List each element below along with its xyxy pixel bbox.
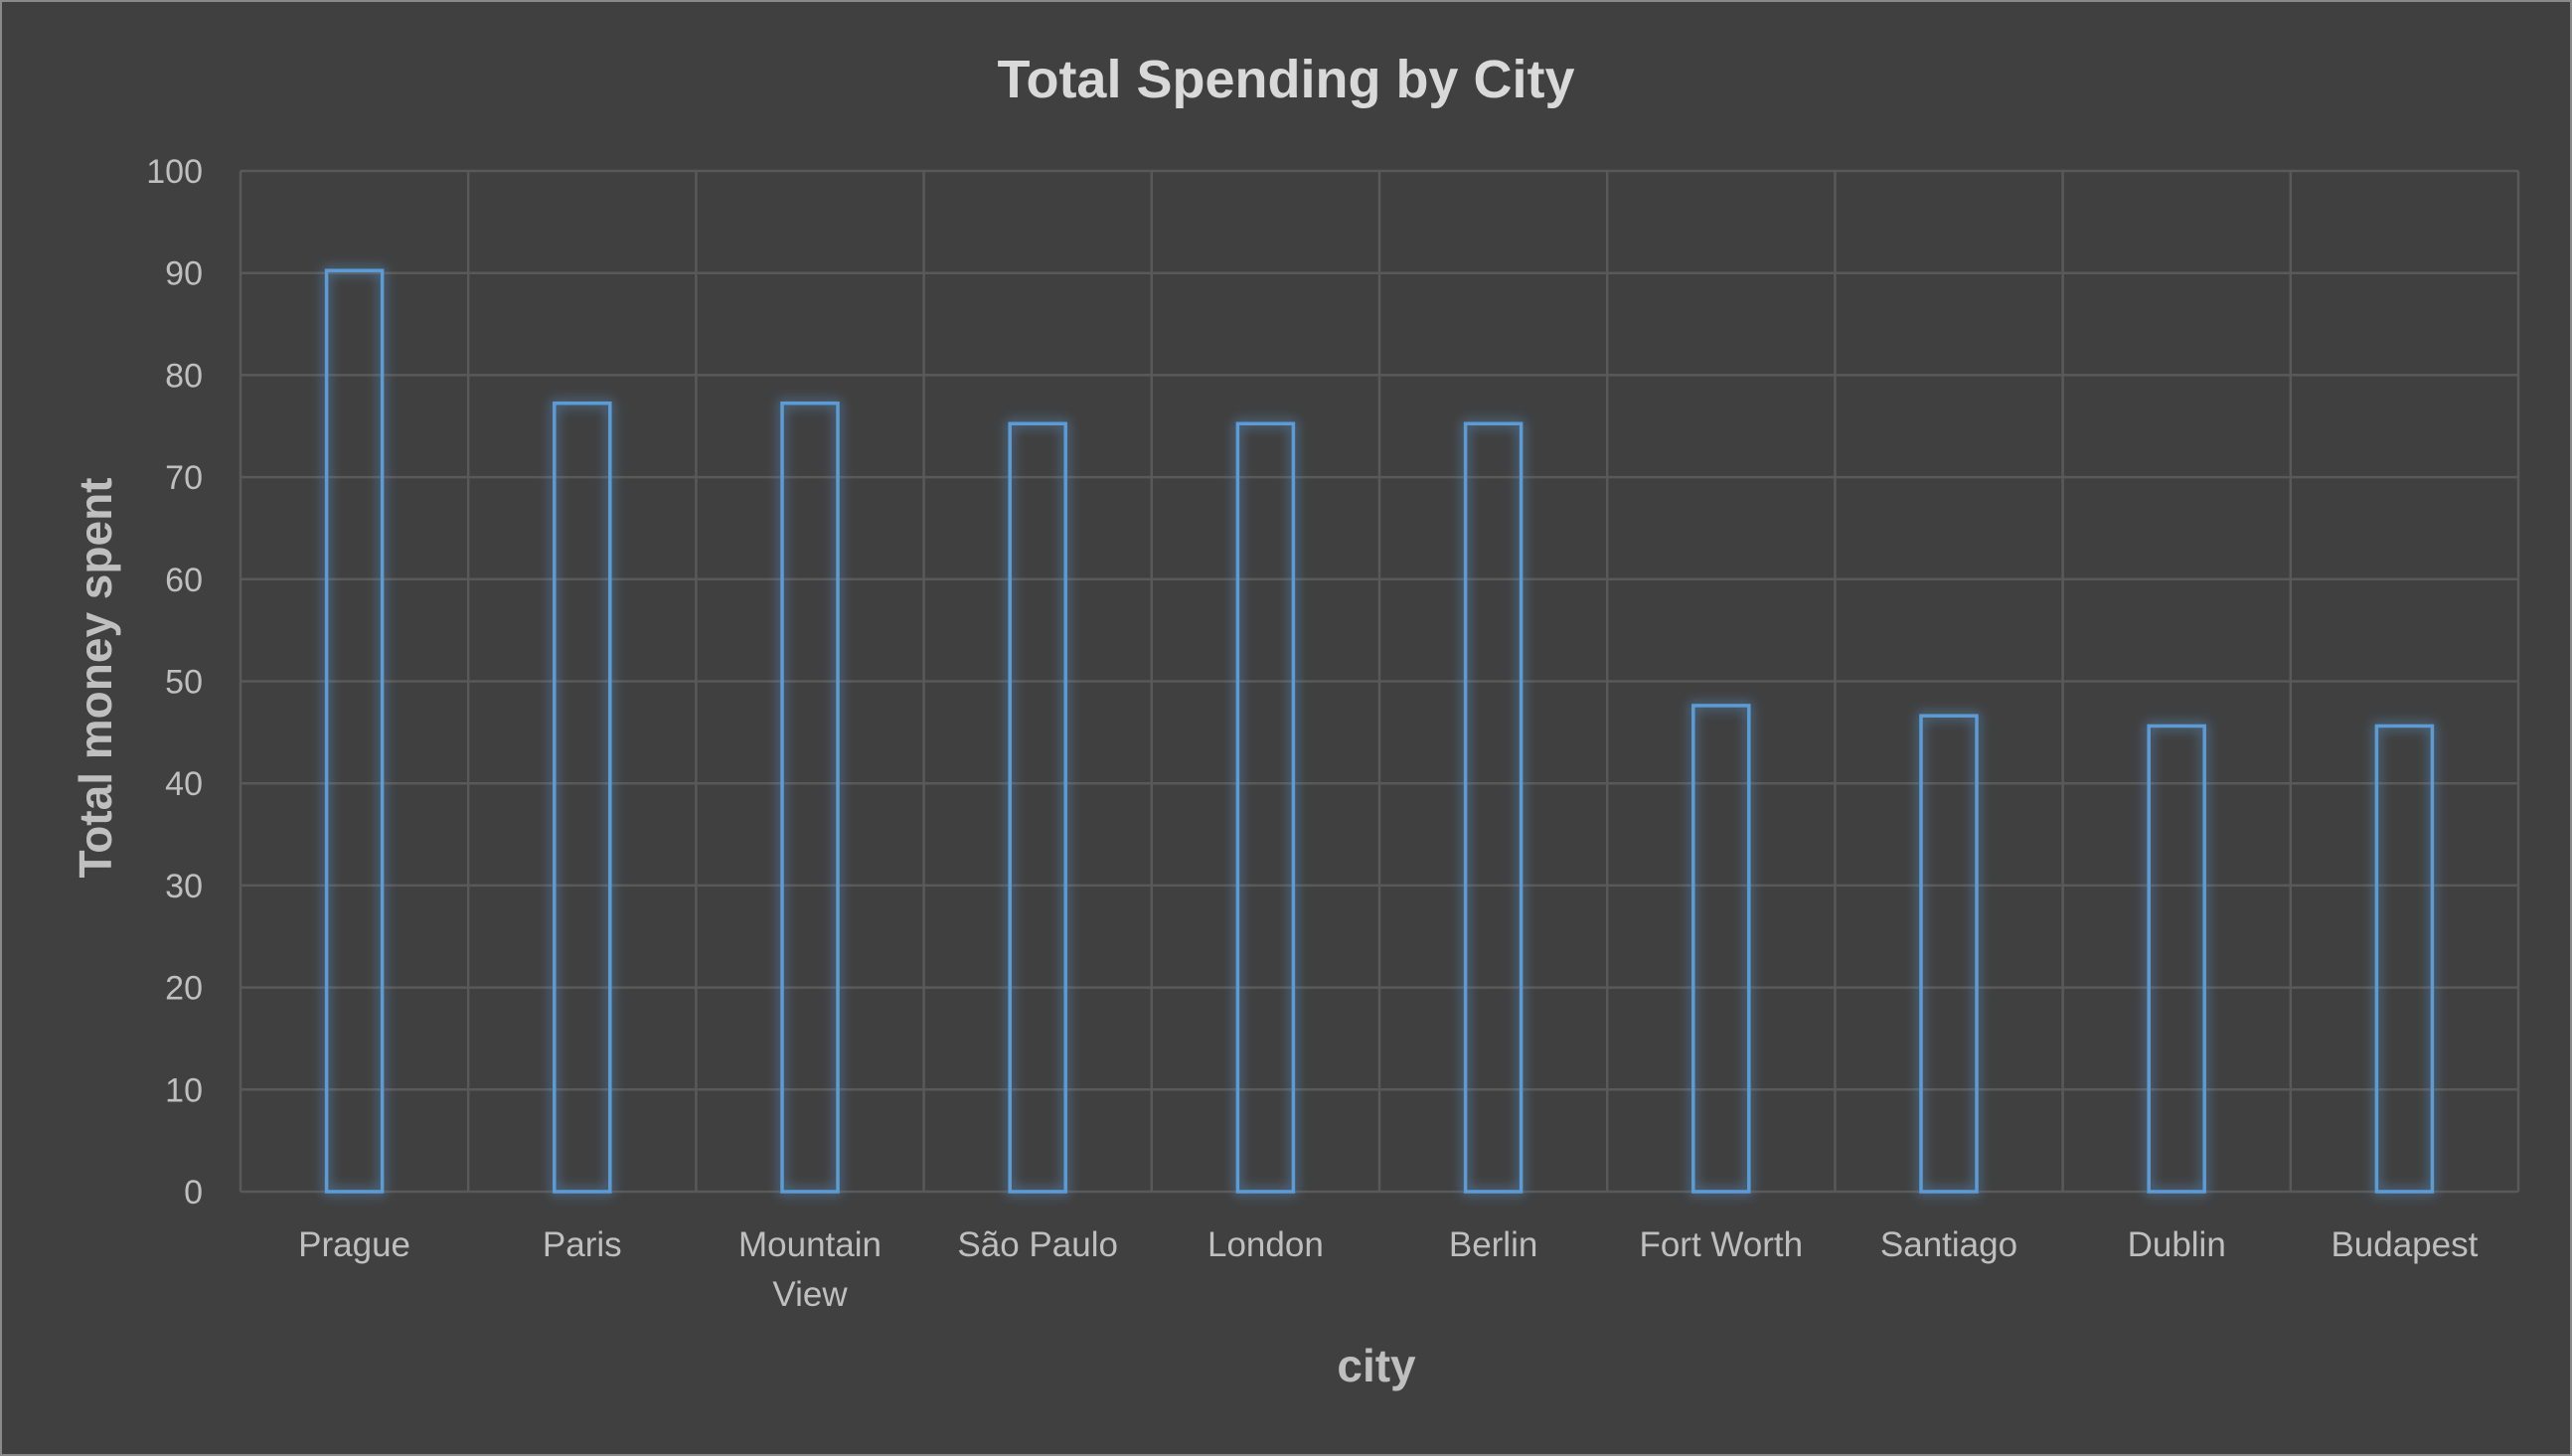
y-axis-ticks: 0 10 20 30 40 50 60 70 80 90 100 (146, 153, 203, 1212)
y-tick-label: 60 (165, 562, 203, 599)
x-tick-label: London (1207, 1225, 1324, 1264)
x-tick-label: Prague (298, 1225, 410, 1264)
x-axis-ticks: Prague Paris Mountain View São Paulo London Be… (298, 1225, 2478, 1314)
x-tick-label: Santiago (1880, 1225, 2017, 1264)
bar (1463, 421, 1524, 1194)
bars (324, 268, 2435, 1194)
bar (1691, 704, 1751, 1194)
gridlines (239, 169, 2520, 1194)
x-tick-label: São Paulo (957, 1225, 1118, 1264)
bar (553, 401, 612, 1194)
y-tick-label: 30 (165, 868, 203, 905)
bar (1919, 714, 1979, 1194)
x-tick-label: Dublin (2128, 1225, 2226, 1264)
bar (1235, 421, 1296, 1194)
x-tick-label: Paris (543, 1225, 622, 1264)
x-tick-label: Budapest (2331, 1225, 2478, 1264)
y-tick-label: 50 (165, 664, 203, 702)
bar (2374, 724, 2435, 1194)
x-tick-label: Berlin (1449, 1225, 1537, 1264)
y-tick-label: 20 (165, 970, 203, 1008)
y-tick-label: 0 (184, 1174, 203, 1212)
x-axis-title: city (1337, 1340, 1416, 1391)
bar (324, 268, 385, 1194)
bar (2147, 724, 2206, 1194)
y-tick-label: 100 (146, 153, 203, 191)
x-tick-label: Fort Worth (1639, 1225, 1803, 1264)
chart-title: Total Spending by City (997, 50, 1574, 109)
y-tick-label: 10 (165, 1071, 203, 1109)
bar (780, 401, 840, 1194)
y-tick-label: 40 (165, 765, 203, 803)
bar (1008, 421, 1067, 1194)
y-tick-label: 90 (165, 255, 203, 293)
y-axis-title: Total money spent (70, 478, 121, 879)
y-tick-label: 80 (165, 357, 203, 395)
x-tick-label: Mountain View (738, 1225, 882, 1314)
y-tick-label: 70 (165, 459, 203, 497)
